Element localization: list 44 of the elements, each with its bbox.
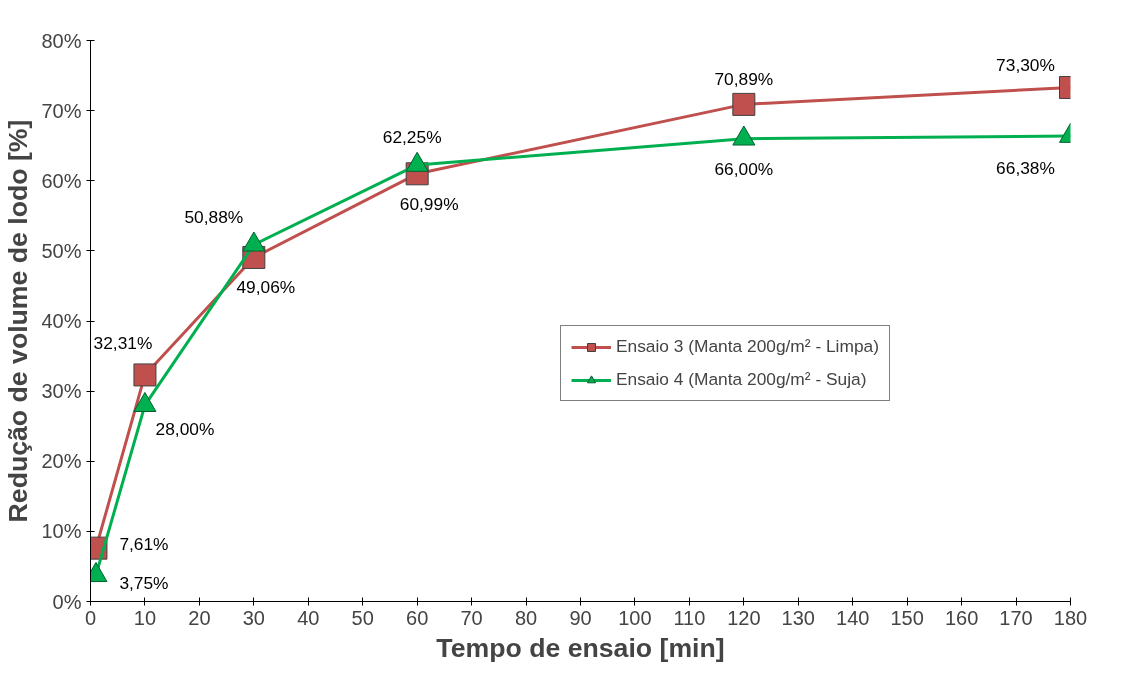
data-label: 62,25%	[382, 126, 442, 147]
y-axis-title: Redução de volume de lodo [%]	[3, 119, 34, 523]
data-label: 50,88%	[184, 206, 244, 227]
x-tick-label: 90	[569, 606, 592, 629]
data-label: 66,00%	[714, 158, 774, 179]
x-tick-label: 130	[781, 606, 815, 629]
data-label: 66,38%	[996, 158, 1055, 179]
y-tick-label: 60%	[41, 169, 82, 192]
data-label: 3,75%	[119, 573, 169, 594]
x-tick-label: 10	[133, 606, 157, 629]
x-tick-label: 80	[514, 606, 538, 629]
data-label: 32,31%	[93, 332, 153, 353]
x-tick-label: 160	[944, 606, 979, 629]
x-tick-label: 40	[297, 606, 320, 629]
y-tick-label: 30%	[41, 380, 82, 403]
x-tick-label: 120	[727, 606, 761, 629]
y-tick-label: 20%	[41, 450, 82, 473]
legend-label: Ensaio 4 (Manta 200g/m² - Suja)	[616, 369, 867, 390]
x-tick-label: 70	[460, 606, 483, 629]
x-tick-label: 110	[673, 606, 706, 629]
x-tick-label: 60	[406, 606, 429, 629]
data-label: 70,89%	[714, 69, 774, 90]
data-label: 28,00%	[155, 419, 215, 440]
x-tick-label: 180	[1053, 606, 1088, 629]
legend-label: Ensaio 3 (Manta 200g/m² - Limpa)	[616, 336, 879, 357]
x-axis-title: Tempo de ensaio [min]	[436, 632, 725, 663]
y-tick-label: 40%	[41, 310, 82, 332]
y-tick-label: 80%	[41, 29, 82, 52]
x-tick-label: 20	[188, 606, 211, 629]
x-tick-label: 30	[242, 606, 265, 629]
y-tick-label: 50%	[41, 239, 82, 262]
x-tick-label: 150	[890, 606, 924, 629]
data-label: 49,06%	[236, 277, 296, 298]
x-tick-label: 100	[618, 606, 652, 629]
y-tick-label: 10%	[41, 520, 82, 543]
x-tick-label: 50	[351, 606, 374, 629]
data-label: 60,99%	[399, 193, 459, 214]
y-tick-label: 70%	[41, 99, 82, 122]
data-label: 7,61%	[119, 534, 169, 555]
x-tick-label: 170	[999, 606, 1033, 629]
data-label: 73,30%	[996, 55, 1055, 76]
x-tick-label: 0	[84, 606, 97, 629]
y-tick-label: 0%	[52, 590, 82, 613]
x-tick-label: 140	[836, 606, 870, 629]
